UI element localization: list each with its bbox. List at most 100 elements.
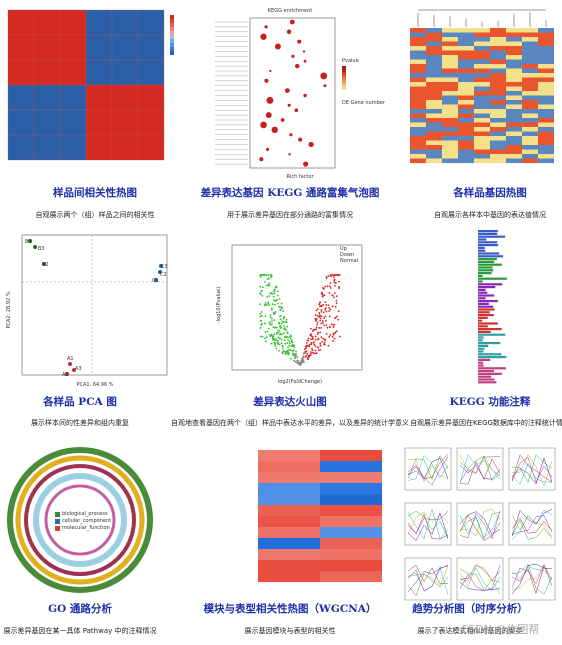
volcano-point bbox=[269, 335, 272, 338]
volcano-point bbox=[292, 354, 295, 357]
heat-cell bbox=[258, 505, 320, 516]
heat-cell bbox=[490, 95, 506, 101]
volcano-point bbox=[277, 331, 280, 334]
heat-cell bbox=[474, 28, 490, 33]
heat-cell bbox=[506, 73, 522, 78]
heat-cell bbox=[474, 59, 490, 65]
heat-cell bbox=[410, 145, 426, 150]
volcano-point bbox=[326, 285, 329, 288]
volcano-point bbox=[260, 315, 263, 317]
heat-cell bbox=[474, 100, 490, 105]
heat-cell bbox=[426, 46, 442, 51]
heat-cell bbox=[506, 140, 522, 146]
heat-cell bbox=[474, 46, 490, 51]
volcano-point bbox=[310, 343, 313, 346]
trend-frame bbox=[508, 502, 556, 546]
heat-cell bbox=[137, 134, 165, 161]
trend-line bbox=[407, 564, 449, 585]
volcano-point bbox=[323, 338, 326, 341]
volcano-point bbox=[272, 295, 275, 298]
color-key bbox=[342, 72, 346, 75]
volcano-point bbox=[270, 333, 273, 336]
heat-cell bbox=[474, 91, 490, 96]
heat-cell bbox=[33, 84, 61, 111]
heat-cell bbox=[85, 34, 113, 61]
annotation-bar bbox=[478, 330, 491, 333]
volcano-point bbox=[297, 359, 300, 362]
trend-line bbox=[511, 454, 553, 484]
volcano-point bbox=[314, 345, 317, 348]
heat-cell bbox=[506, 104, 522, 110]
plot-frame bbox=[249, 17, 336, 169]
point-label: C3 bbox=[161, 264, 168, 270]
annotation-bar bbox=[478, 322, 498, 325]
volcano-point bbox=[306, 352, 309, 355]
point-label: C1 bbox=[152, 278, 159, 284]
legend-swatch bbox=[55, 519, 60, 524]
heat-cell bbox=[410, 104, 426, 110]
volcano-point bbox=[300, 359, 303, 362]
volcano-point bbox=[274, 311, 277, 313]
volcano-point bbox=[280, 326, 283, 329]
annotation-bar bbox=[478, 238, 487, 241]
heat-cell bbox=[522, 158, 538, 164]
trend-frame bbox=[456, 447, 504, 491]
heat-cell bbox=[538, 86, 554, 92]
heat-cell bbox=[522, 113, 538, 119]
heat-cell bbox=[506, 122, 522, 128]
volcano-point bbox=[292, 352, 295, 355]
volcano-point bbox=[273, 341, 276, 344]
heat-cell bbox=[538, 77, 554, 83]
bubble bbox=[265, 147, 270, 151]
volcano-point bbox=[319, 317, 322, 320]
heat-cell bbox=[426, 50, 442, 56]
heat-cell bbox=[522, 46, 538, 51]
heat-cell bbox=[506, 118, 522, 123]
volcano-point bbox=[325, 324, 328, 326]
heat-cell bbox=[59, 59, 87, 86]
volcano-point bbox=[329, 282, 332, 285]
heat-cell bbox=[442, 145, 458, 150]
trend-line bbox=[459, 568, 501, 591]
volcano-point bbox=[337, 310, 340, 313]
heat-cell bbox=[137, 109, 165, 136]
trend-line bbox=[511, 457, 553, 485]
heat-cell bbox=[474, 77, 490, 83]
panel-description: 自观展示两个（组）样品之间的相关性 bbox=[36, 210, 155, 219]
volcano-point bbox=[315, 319, 318, 321]
volcano-point bbox=[305, 350, 308, 353]
volcano-point bbox=[323, 341, 326, 344]
volcano-point bbox=[329, 274, 332, 276]
heat-cell bbox=[506, 136, 522, 141]
volcano-point bbox=[286, 325, 289, 328]
heat-cell bbox=[506, 28, 522, 33]
volcano-point bbox=[320, 336, 323, 339]
annotation-bar bbox=[478, 291, 488, 294]
volcano-point bbox=[316, 308, 319, 310]
heat-cell bbox=[442, 77, 458, 83]
heat-cell bbox=[426, 136, 442, 141]
axis-label: Rich factor bbox=[286, 174, 314, 180]
trend-line bbox=[511, 566, 553, 581]
volcano-point bbox=[335, 300, 338, 302]
heat-cell bbox=[490, 118, 506, 123]
annotation-bar bbox=[478, 260, 495, 263]
heat-cell bbox=[490, 158, 506, 164]
volcano-point bbox=[285, 318, 288, 321]
trend-line bbox=[459, 511, 501, 540]
volcano-point bbox=[294, 357, 296, 359]
volcano-point bbox=[332, 326, 335, 328]
heat-cell bbox=[522, 68, 538, 74]
heat-cell bbox=[410, 91, 426, 96]
volcano-point bbox=[288, 344, 291, 347]
annotation-bar bbox=[478, 300, 498, 303]
heat-cell bbox=[410, 154, 426, 159]
volcano-point bbox=[332, 276, 335, 279]
color-key bbox=[342, 69, 346, 72]
heat-cell bbox=[506, 41, 522, 47]
heat-cell bbox=[442, 32, 458, 38]
volcano-point bbox=[307, 358, 309, 360]
heat-cell bbox=[522, 140, 538, 146]
volcano-point bbox=[278, 322, 280, 325]
heat-cell bbox=[506, 113, 522, 119]
